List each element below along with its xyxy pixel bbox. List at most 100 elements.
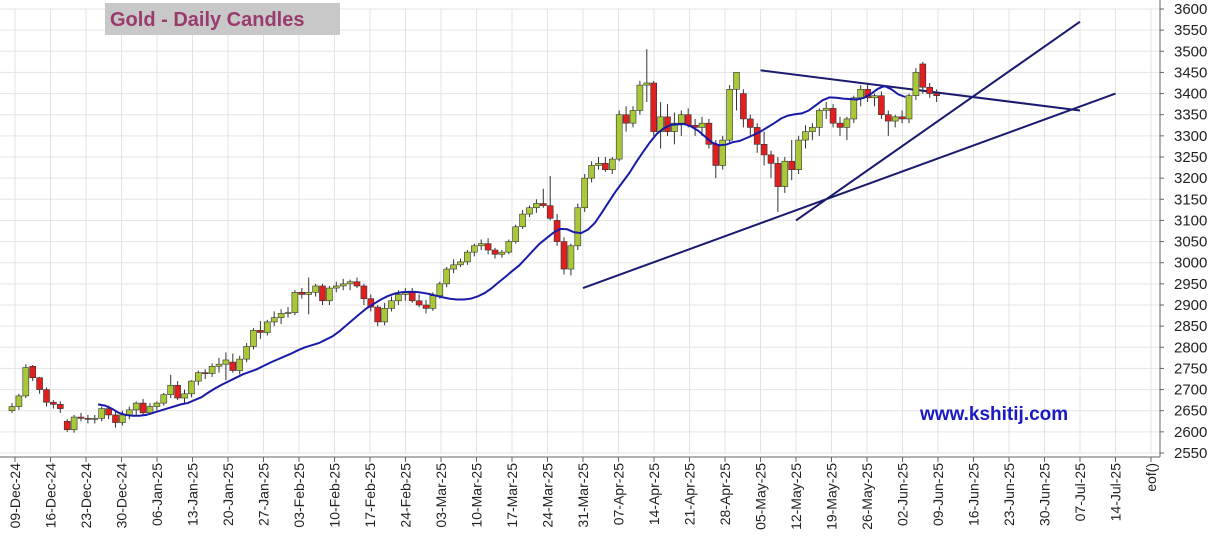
candle-bullish [443,268,451,285]
watermark-url: www.kshitij.com [919,404,1068,425]
x-tick-label: 30-Jun-25 [1037,463,1053,526]
x-tick-label: 09-Dec-24 [7,463,23,529]
candle-bullish [726,89,733,141]
candle-bearish [884,114,892,122]
x-tick-label: 17-Feb-25 [362,463,378,528]
y-axis-ticks: 2550 2600 2650 2700 2750 2800 2850 2900 2950 3000… [1160,1,1207,462]
candle-bearish [705,122,713,145]
candle-bullish [332,285,340,289]
x-tick-label: 20-Jan-25 [220,463,236,526]
candle-bearish [491,249,499,255]
candle-bearish [360,285,368,299]
candle-bullish [270,317,278,323]
candle-bullish [388,300,395,309]
title-background [105,3,340,35]
y-tick-label: 3450 [1174,64,1207,81]
x-tick-label: 14-Apr-25 [646,463,662,525]
candle-bullish [284,312,292,314]
y-tick-label: 3500 [1174,43,1207,60]
candle-bullish [326,287,333,302]
candle-bullish [477,243,485,247]
candle-bearish [774,163,782,187]
candle-bullish [263,321,271,333]
x-tick-label: 23-Dec-24 [78,463,94,529]
trendline [582,92,1116,290]
candle-bearish [50,401,57,405]
candle-bullish [195,372,202,382]
candle-bullish [436,283,444,296]
candle-bullish [457,261,464,266]
x-tick-label: 23-Jun-25 [1001,463,1017,526]
candle-bullish [519,213,526,228]
x-tick-label: 07-Jul-25 [1072,463,1088,522]
candle-bearish [898,116,906,120]
candle-bullish [167,385,174,395]
candle-bullish [346,281,354,285]
candle-bullish [629,110,637,124]
candle-bullish [498,251,506,255]
candle-bullish [891,116,899,122]
candle-bullish [208,366,216,374]
candle-bullish [464,251,471,263]
y-tick-label: 2650 [1174,403,1207,420]
candle-bearish [29,366,37,379]
y-tick-label: 3550 [1174,22,1207,39]
y-tick-label: 2550 [1174,445,1207,462]
x-tick-label: 07-Apr-25 [611,463,627,525]
x-tick-label: 31-Mar-25 [575,463,591,528]
candle-bearish [229,361,237,371]
moving-average-line [97,84,906,417]
x-axis-ticks: 09-Dec-24 16-Dec-24 23-Dec-24 30-Dec-24 06-J… [7,457,1159,530]
x-tick-label: 24-Mar-25 [540,463,556,528]
candle-bearish [602,163,609,170]
trendline [795,20,1081,222]
y-tick-label: 2700 [1174,382,1207,399]
candle-bearish [539,203,547,206]
trendline [760,69,1081,112]
candle-bearish [105,408,112,416]
candle-bullish [277,313,285,318]
candle-bullish [381,308,388,323]
y-tick-label: 3250 [1174,149,1207,166]
x-tick-label: 02-Jun-25 [895,463,911,526]
candle-bearish [546,205,554,219]
candle-bearish [63,420,71,431]
candle-bearish [353,281,361,287]
candle-bullish [822,108,830,111]
x-tick-label: 21-Apr-25 [682,463,698,525]
y-tick-label: 3400 [1174,86,1207,103]
y-tick-label: 3300 [1174,128,1207,145]
x-tick-label: 03-Mar-25 [433,463,449,528]
candle-bearish [43,389,50,403]
x-tick-label: 28-Apr-25 [717,463,733,525]
candle-bullish [595,163,602,166]
candle-bearish [422,304,430,309]
y-tick-label: 3050 [1174,234,1207,251]
candle-bullish [795,139,802,170]
candle-bullish [574,207,582,247]
y-tick-label: 2800 [1174,339,1207,356]
candle-bullish [505,241,513,253]
candle-bullish [153,402,161,407]
candle-bullish [222,359,230,365]
x-tick-label: 10-Mar-25 [469,463,485,528]
candle-bearish [112,414,119,423]
candle-bullish [850,97,858,120]
candle-bearish [374,306,382,323]
candle-bullish [567,245,575,270]
candle-bullish [677,114,685,124]
candle-bullish [22,367,30,397]
candle-bullish [470,245,478,253]
candle-bearish [740,93,747,120]
candle-bullish [698,122,706,128]
x-tick-label: 09-Jun-25 [930,463,946,526]
candle-bullish [236,358,243,371]
y-tick-label: 3350 [1174,107,1207,124]
candle-bearish [712,144,720,166]
candle-bullish [395,294,402,302]
candle-bullish [91,418,99,420]
candle-bearish [836,122,844,128]
candle-bullish [843,118,851,128]
candle-bullish [181,393,188,399]
candle-bearish [408,292,416,302]
